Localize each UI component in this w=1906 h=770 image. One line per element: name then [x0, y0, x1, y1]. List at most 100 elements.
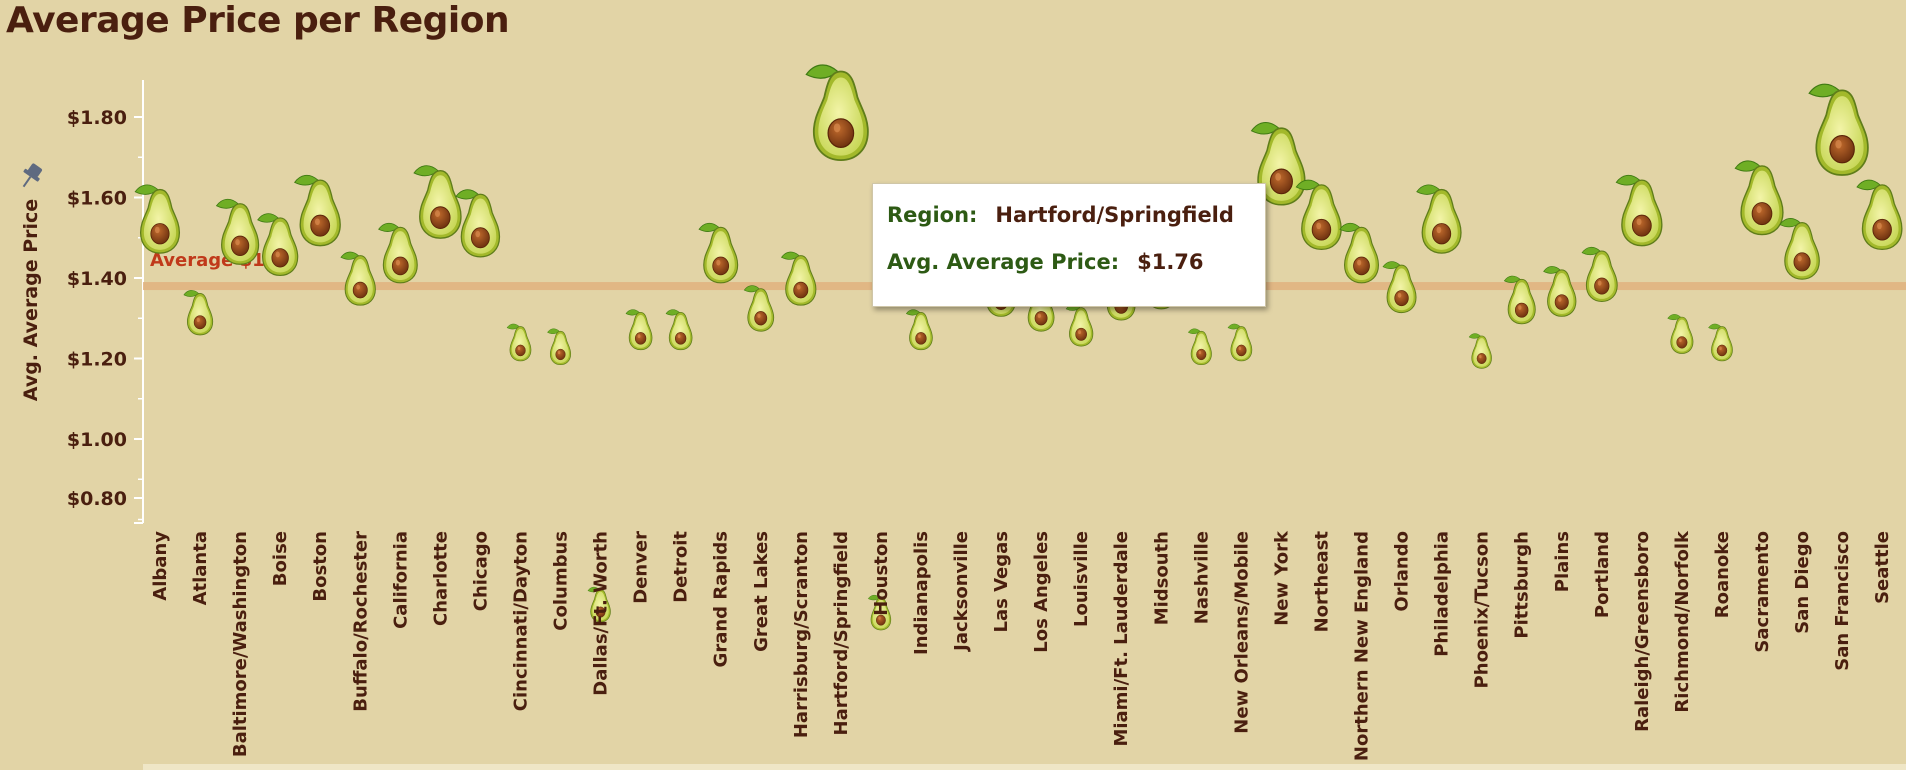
- avocado-mark-orlando[interactable]: [1382, 261, 1417, 314]
- avocado-mark-louisville[interactable]: [1065, 304, 1094, 347]
- avocado-mark-boston[interactable]: [293, 174, 341, 247]
- avocado-mark-roanoke[interactable]: [1708, 323, 1733, 362]
- avocado-mark-houston[interactable]: [867, 594, 892, 631]
- x-category-label: Indianapolis: [911, 531, 932, 655]
- avocado-mark-albany[interactable]: [134, 184, 181, 254]
- avocado-mark-baltimore-washington[interactable]: [215, 198, 260, 265]
- x-category-label: Seattle: [1872, 531, 1893, 604]
- x-category-label: Chicago: [470, 531, 491, 611]
- avocado-mark-philadelphia[interactable]: [1416, 184, 1462, 254]
- tooltip-price-value: $1.76: [1137, 250, 1204, 274]
- x-category-label: Great Lakes: [751, 531, 772, 652]
- avocado-mark-richmond-norfolk[interactable]: [1667, 314, 1694, 354]
- x-category-label: Boise: [270, 531, 291, 586]
- x-category-label: Boston: [310, 531, 331, 602]
- x-category-label: Raleigh/Greensboro: [1632, 531, 1653, 732]
- avocado-mark-portland[interactable]: [1581, 246, 1618, 302]
- avocado-mark-nashville[interactable]: [1187, 328, 1212, 366]
- x-category-label: Nashville: [1191, 531, 1212, 624]
- x-category-label: Roanoke: [1712, 531, 1733, 618]
- y-tick-label: $1.00: [67, 429, 127, 451]
- avocado-mark-charlotte[interactable]: [413, 165, 462, 239]
- category-labels: Albany Atlanta Baltimore/Washington Boise Bo…: [150, 530, 1893, 761]
- x-category-label: Jacksonville: [951, 531, 972, 653]
- avocado-mark-northern-new-england[interactable]: [1339, 222, 1380, 284]
- avocado-mark-cincinnati-dayton[interactable]: [506, 323, 532, 362]
- avocado-mark-seattle[interactable]: [1856, 179, 1903, 251]
- avocado-mark-indianapolis[interactable]: [905, 309, 933, 351]
- x-category-label: Northern New England: [1352, 531, 1373, 761]
- avocado-mark-sacramento[interactable]: [1734, 160, 1784, 236]
- x-category-label: San Francisco: [1832, 531, 1853, 671]
- avocado-mark-chicago[interactable]: [455, 189, 501, 258]
- y-tick-label: $1.60: [67, 188, 127, 210]
- x-category-label: San Diego: [1792, 531, 1813, 634]
- avocado-mark-buffalo-rochester[interactable]: [340, 251, 376, 306]
- x-category-label: Miami/Ft. Lauderdale: [1111, 531, 1132, 747]
- x-category-label: Portland: [1592, 531, 1613, 618]
- x-category-label: Columbus: [551, 531, 572, 631]
- x-category-label: Cincinnati/Dayton: [510, 531, 531, 711]
- x-category-label: Denver: [631, 531, 652, 604]
- avocado-mark-northeast[interactable]: [1295, 179, 1342, 251]
- x-category-label: Baltimore/Washington: [230, 531, 251, 757]
- x-category-label: New Orleans/Mobile: [1231, 531, 1252, 734]
- x-category-label: Orlando: [1392, 531, 1413, 612]
- x-category-label: Albany: [150, 531, 171, 601]
- avocado-mark-pittsburgh[interactable]: [1503, 275, 1536, 325]
- tooltip: Region: Hartford/Springfield Avg. Average…: [872, 183, 1266, 307]
- x-category-label: New York: [1271, 530, 1292, 626]
- tooltip-price-key: Avg. Average Price:: [887, 250, 1120, 274]
- x-category-label: Las Vegas: [991, 531, 1012, 633]
- average-label: Average $1.38: [150, 250, 297, 271]
- x-category-label: Los Angeles: [1031, 531, 1052, 653]
- avocado-mark-columbus[interactable]: [547, 328, 572, 366]
- avocado-mark-phoenix-tucson[interactable]: [1468, 333, 1492, 369]
- avocado-mark-plains[interactable]: [1543, 266, 1577, 317]
- x-category-label: Phoenix/Tucson: [1472, 531, 1493, 688]
- x-category-label: California: [390, 531, 411, 629]
- x-category-label: Hartford/Springfield: [831, 531, 852, 735]
- avocado-mark-new-york[interactable]: [1250, 122, 1306, 206]
- x-category-label: Houston: [871, 531, 892, 616]
- pin-icon[interactable]: [16, 161, 45, 192]
- axis-group: $0.80 $1.00 $1.20 $1.40 $1.60 $1.80 Avg. Avera…: [16, 80, 144, 524]
- scroll-track: [143, 764, 1906, 770]
- avocado-mark-california[interactable]: [378, 222, 418, 284]
- avocado-mark-hartford-springfield[interactable]: [805, 64, 869, 162]
- x-category-label: Buffalo/Rochester: [350, 531, 371, 712]
- x-category-label: Plains: [1552, 531, 1573, 592]
- x-category-label: Atlanta: [190, 531, 211, 605]
- y-tick-label: $1.20: [67, 349, 127, 371]
- y-axis-label: Avg. Average Price: [20, 199, 42, 401]
- x-category-label: Grand Rapids: [711, 531, 732, 667]
- avocado-mark-atlanta[interactable]: [183, 290, 214, 336]
- avocado-mark-detroit[interactable]: [665, 309, 693, 351]
- avocado-mark-great-lakes[interactable]: [743, 285, 775, 332]
- y-tick-label: $1.40: [67, 268, 127, 290]
- avocado-mark-boise[interactable]: [257, 213, 299, 277]
- avocado-mark-grand-rapids[interactable]: [698, 222, 739, 284]
- avocado-mark-raleigh-greensboro[interactable]: [1615, 174, 1663, 247]
- y-tick-label: $0.80: [67, 488, 127, 510]
- avocado-mark-san-francisco[interactable]: [1808, 83, 1869, 176]
- tooltip-region-value: Hartford/Springfield: [995, 203, 1234, 227]
- x-category-label: Sacramento: [1752, 531, 1773, 653]
- x-category-label: Charlotte: [430, 531, 451, 626]
- x-category-label: Richmond/Norfolk: [1672, 530, 1693, 713]
- x-category-label: Detroit: [671, 531, 692, 603]
- avocado-mark-san-diego[interactable]: [1779, 218, 1820, 280]
- chart-title: Average Price per Region: [6, 0, 510, 41]
- x-category-label: Midsouth: [1151, 531, 1172, 625]
- x-category-label: Louisville: [1071, 531, 1092, 627]
- x-category-label: Philadelphia: [1432, 531, 1453, 657]
- avocado-mark-dallas-ft-worth[interactable]: [587, 586, 611, 623]
- x-category-label: Harrisburg/Scranton: [791, 531, 812, 738]
- avocado-mark-denver[interactable]: [625, 309, 653, 351]
- x-category-label: Dallas/Ft. Worth: [591, 531, 612, 696]
- tooltip-region-key: Region:: [887, 203, 978, 227]
- x-category-label: Pittsburgh: [1512, 531, 1533, 639]
- avocado-mark-new-orleans-mobile[interactable]: [1227, 323, 1253, 362]
- avocado-mark-harrisburg-scranton[interactable]: [781, 251, 817, 306]
